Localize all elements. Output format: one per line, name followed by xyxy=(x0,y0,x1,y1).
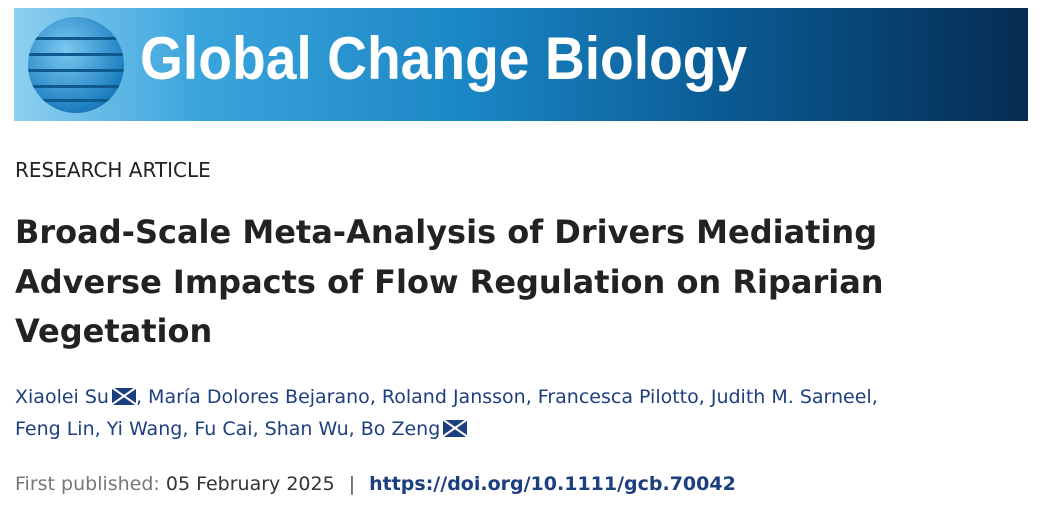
envelope-icon[interactable] xyxy=(111,388,136,405)
author-link[interactable]: Bo Zeng xyxy=(360,418,441,440)
globe-logo-icon xyxy=(28,17,124,113)
author-link[interactable]: Francesca Pilotto xyxy=(537,386,699,408)
author-link[interactable]: Roland Jansson xyxy=(381,386,526,408)
publication-info: First published: 05 February 2025 | https:… xyxy=(15,473,736,495)
published-date: 05 February 2025 xyxy=(165,473,335,495)
doi-link[interactable]: https://doi.org/10.1111/gcb.70042 xyxy=(369,473,736,495)
author-link[interactable]: Fu Cai xyxy=(194,418,253,440)
journal-banner[interactable]: Global Change Biology xyxy=(14,8,1028,121)
article-type: RESEARCH ARTICLE xyxy=(15,158,211,182)
separator: | xyxy=(348,473,356,495)
author-link[interactable]: Judith M. Sarneel xyxy=(710,386,872,408)
author-link[interactable]: Feng Lin xyxy=(15,418,95,440)
author-link[interactable]: Shan Wu xyxy=(264,418,349,440)
author-link[interactable]: Yi Wang xyxy=(106,418,183,440)
author-list: Xiaolei Su, María Dolores Bejarano, Rola… xyxy=(15,386,878,440)
published-label: First published: xyxy=(15,473,160,495)
article-title: Broad-Scale Meta-Analysis of Drivers Med… xyxy=(15,213,884,350)
journal-name: Global Change Biology xyxy=(140,25,748,92)
envelope-icon[interactable] xyxy=(443,420,468,437)
author-link[interactable]: María Dolores Bejarano xyxy=(148,386,370,408)
author-link[interactable]: Xiaolei Su xyxy=(15,386,109,408)
